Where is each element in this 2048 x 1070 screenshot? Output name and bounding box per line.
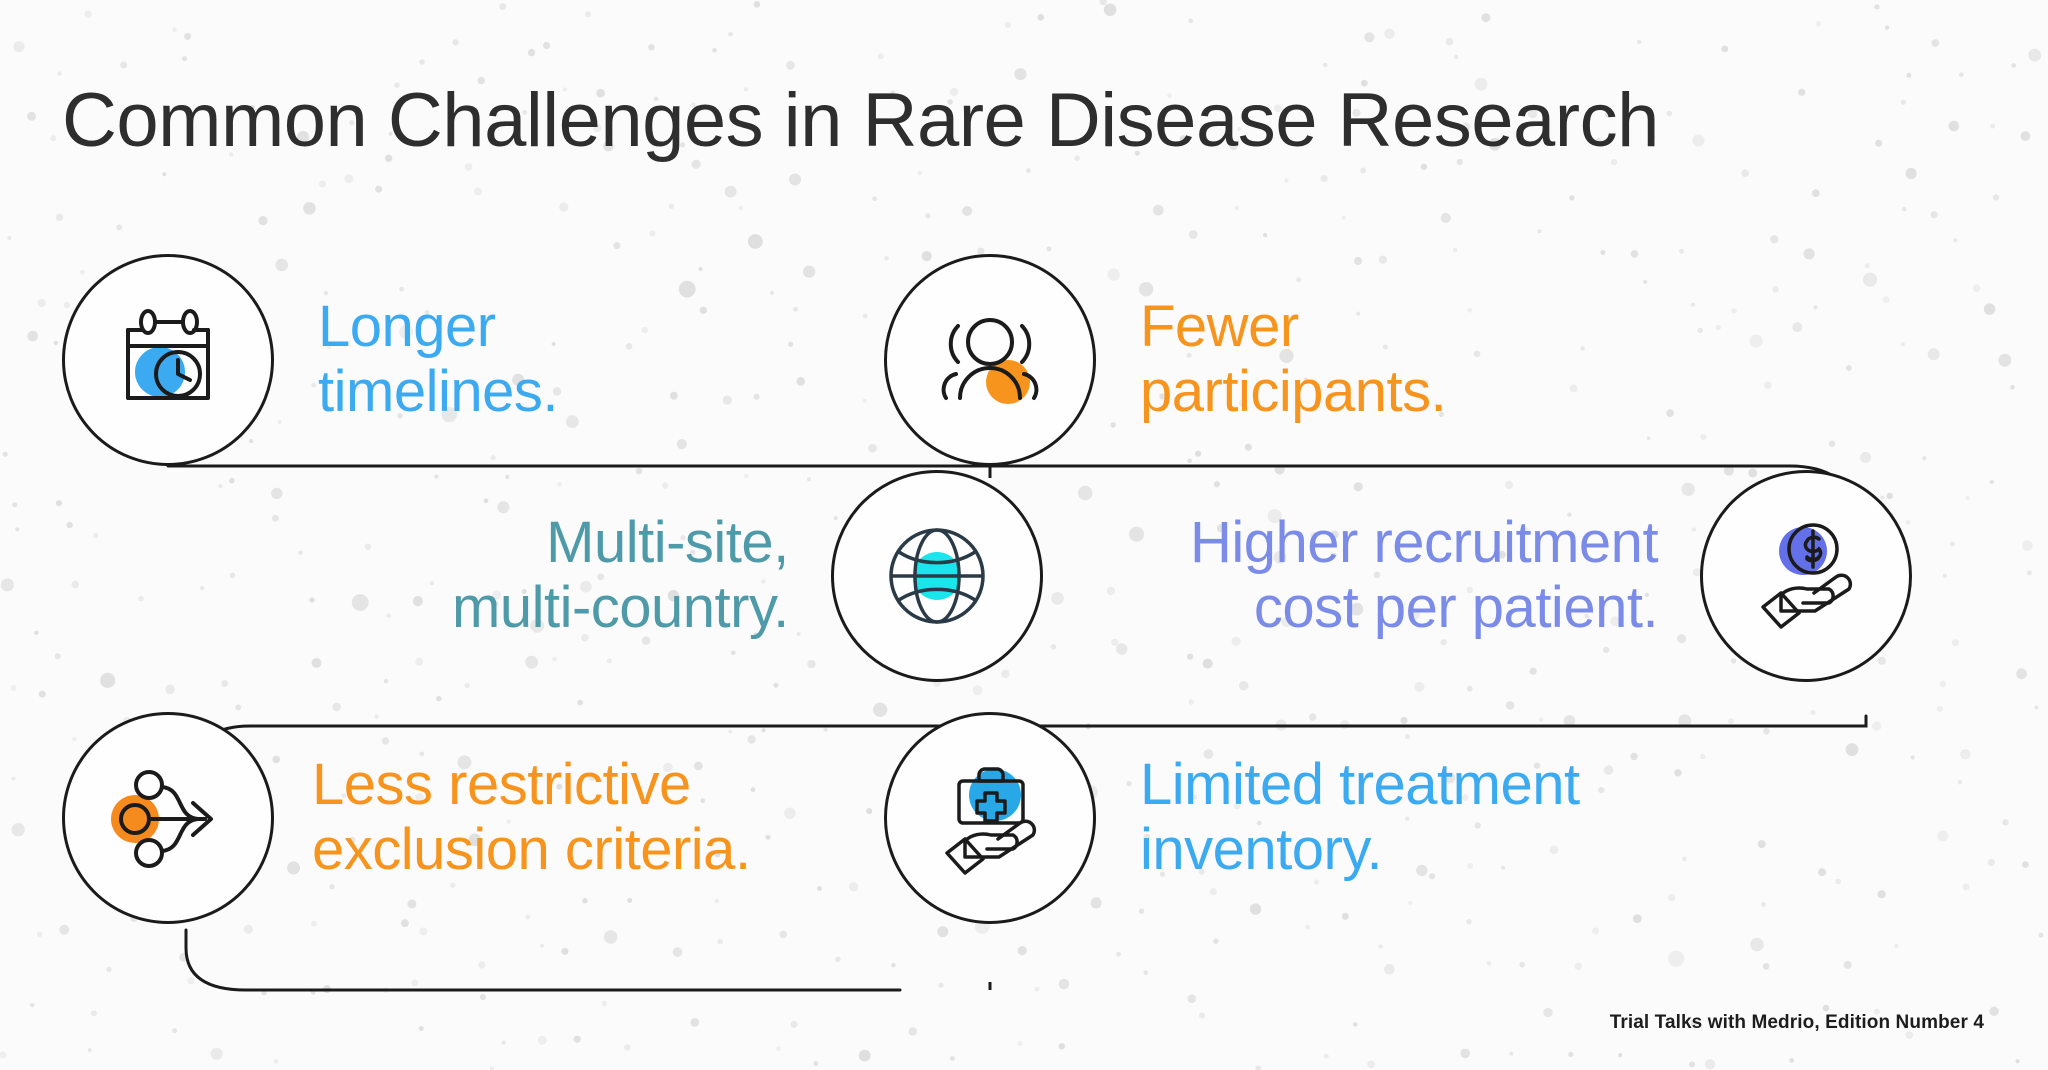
icon-badge-participants (884, 254, 1096, 466)
calendar-clock-icon (126, 309, 210, 400)
challenge-item-cost: Higher recruitment cost per patient. (1190, 470, 1913, 682)
footer-caption: Trial Talks with Medrio, Edition Number … (1609, 1012, 1984, 1033)
challenge-label-multisite: Multi-site, multi-country. (452, 510, 789, 640)
icon-badge-exclusion (62, 712, 274, 924)
icon-badge-inventory (884, 712, 1096, 924)
challenge-item-exclusion: Less restrictive exclusion criteria. (62, 712, 751, 924)
icon-badge-multisite (830, 470, 1043, 682)
challenge-item-inventory: Limited treatment inventory. (884, 712, 1580, 924)
funnel-merge-icon (111, 770, 213, 868)
challenge-label-timelines: Longer timelines. (318, 294, 558, 424)
hand-holding-money-icon (1761, 523, 1853, 629)
participants-icon (941, 318, 1039, 404)
challenge-item-participants: Fewer participants. (884, 254, 1447, 466)
challenge-label-inventory: Limited treatment inventory. (1140, 752, 1580, 882)
page-title: Common Challenges in Rare Disease Resear… (62, 78, 1659, 163)
challenge-item-timelines: Longer timelines. (62, 254, 558, 466)
challenge-label-exclusion: Less restrictive exclusion criteria. (312, 752, 751, 882)
icon-badge-timelines (62, 254, 274, 466)
challenge-label-participants: Fewer participants. (1140, 294, 1447, 424)
globe-icon (889, 528, 985, 624)
icon-badge-cost (1700, 470, 1913, 682)
hand-holding-medkit-icon (945, 767, 1037, 875)
challenge-item-multisite: Multi-site, multi-country. (452, 470, 1043, 682)
challenge-label-cost: Higher recruitment cost per patient. (1190, 510, 1659, 640)
